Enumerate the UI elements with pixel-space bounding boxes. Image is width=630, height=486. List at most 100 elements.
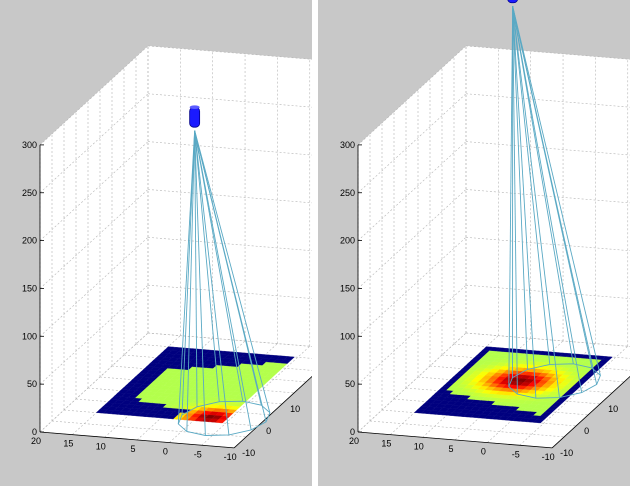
grid-line [357, 93, 467, 193]
x-tick-label: -10 [542, 452, 555, 462]
axis-lines [39, 144, 312, 449]
frustum-ray [512, 6, 574, 364]
field-cell [283, 356, 295, 361]
x-tick-label: 20 [31, 436, 41, 446]
x-tick-label: 0 [481, 447, 486, 457]
grid-line [147, 45, 312, 60]
grid-line [357, 284, 467, 385]
right-3d-plot: 05010015020025030020151050-5-10-10010203… [340, 0, 630, 462]
x-tick-label: 10 [414, 441, 424, 451]
frustum-ray [508, 6, 514, 387]
frustum-ray [194, 130, 252, 430]
y-tick-label: 0 [584, 426, 589, 436]
grid-line [465, 284, 630, 299]
grid-line [465, 332, 630, 347]
camera-top [189, 105, 200, 109]
ground-plane [413, 346, 613, 424]
z-tick-label: 100 [340, 331, 355, 341]
grid-line [39, 189, 149, 289]
grid-line [39, 45, 149, 146]
z-tick-label: 300 [22, 140, 37, 150]
y-tick-label: 10 [608, 404, 618, 414]
axis-line [39, 431, 235, 449]
axis-line [357, 431, 553, 449]
z-tick-label: 300 [340, 140, 355, 150]
grid-line [147, 189, 312, 204]
frustum-ray [186, 130, 196, 432]
z-tick-label: 150 [22, 283, 37, 293]
axes: 05010015020025030020151050-5-10-10010203… [340, 0, 630, 462]
z-tick-label: 250 [340, 188, 355, 198]
z-tick-label: 200 [22, 236, 37, 246]
axes: 05010015020025030020151050-5-10-10010203… [22, 45, 312, 462]
z-tick-label: 200 [340, 236, 355, 246]
axis-line [551, 375, 630, 449]
grid-line [465, 141, 630, 156]
grid-line [465, 237, 630, 252]
grid-line [357, 141, 467, 241]
grid-line [465, 93, 630, 108]
frustum-ray [512, 6, 528, 370]
x-tick-label: 15 [63, 439, 73, 449]
grid-line [201, 346, 310, 446]
z-tick-label: 100 [22, 331, 37, 341]
frustum-ray [512, 6, 537, 399]
left-panel: 05010015020025030020151050-5-10-10010203… [0, 0, 312, 486]
grid-line [357, 332, 467, 433]
grid-line [51, 420, 247, 438]
frustum-ray [512, 6, 560, 398]
z-tick-label: 0 [32, 427, 37, 437]
y-tick-label: 0 [266, 426, 271, 436]
right-panel: 05010015020025030020151050-5-10-10010203… [318, 0, 630, 486]
grid-line [39, 284, 149, 385]
frustum-ray [512, 6, 551, 365]
frustum-ray [194, 130, 267, 422]
grid-line [147, 332, 312, 347]
z-tick-label: 50 [27, 379, 37, 389]
grid-line [147, 93, 312, 108]
grid-line [369, 420, 565, 438]
frustum-ray [512, 6, 518, 395]
camera-icon [189, 106, 201, 128]
grid-line [147, 284, 312, 299]
frustum-ray [512, 6, 598, 385]
axes-wall [466, 45, 630, 347]
y-tick-label: 10 [290, 404, 300, 414]
z-tick-label: 0 [350, 427, 355, 437]
grid-line [39, 332, 149, 433]
x-tick-label: 0 [163, 447, 168, 457]
grid-line [39, 141, 149, 241]
axis-line [233, 375, 312, 449]
y-tick-label: -10 [242, 448, 255, 458]
grid-line [357, 237, 467, 337]
x-tick-label: 15 [381, 439, 391, 449]
z-tick-label: 50 [345, 379, 355, 389]
grid-line [39, 93, 149, 193]
grid-line [357, 45, 467, 146]
x-tick-label: 10 [96, 441, 106, 451]
field-cell [601, 356, 613, 361]
grid-line [519, 346, 628, 446]
y-tick-label: -10 [560, 448, 573, 458]
frustum-ray [194, 130, 206, 436]
axes-wall [148, 45, 312, 347]
frustum-ray [194, 130, 244, 402]
camera-icon [507, 0, 518, 4]
frustum-ray [512, 6, 601, 376]
frustum-ray [194, 130, 220, 402]
frustum-ray [181, 130, 196, 415]
x-tick-label: 20 [349, 436, 359, 446]
ground-plane [95, 346, 295, 424]
frustum-ray [512, 6, 583, 393]
x-tick-label: -5 [194, 449, 202, 459]
grid-line [147, 237, 312, 252]
frustum-ray [177, 130, 196, 424]
x-tick-label: -10 [224, 452, 237, 462]
frustum [508, 6, 601, 399]
frustum-ray [194, 130, 198, 407]
frustum [177, 130, 271, 436]
z-tick-label: 150 [340, 283, 355, 293]
z-tick-label: 250 [22, 188, 37, 198]
grid-line [357, 189, 467, 289]
